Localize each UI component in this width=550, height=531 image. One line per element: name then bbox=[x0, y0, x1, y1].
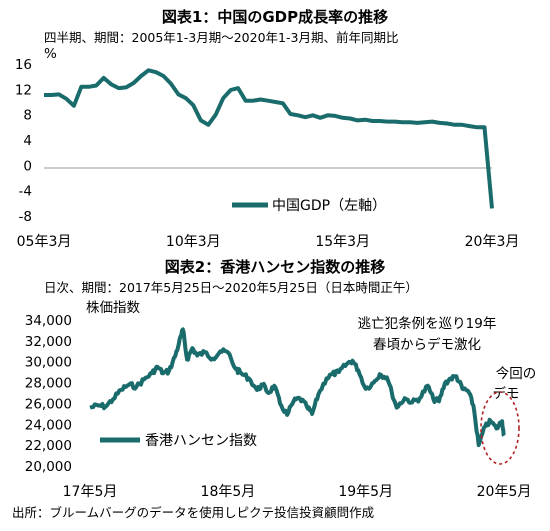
chart1-x-tick: 10年3月 bbox=[166, 234, 221, 250]
chart2-annotation-current-line1: 今回の bbox=[496, 366, 537, 382]
chart1-y-tick: -4 bbox=[19, 184, 32, 200]
chart1-y-tick-labels: 16 12 8 4 0 -4 -8 bbox=[15, 57, 32, 225]
chart2-y-tick: 28,000 bbox=[25, 376, 72, 392]
chart1-unit-label: % bbox=[44, 46, 57, 62]
chart2-x-tick-labels: 17年5月 18年5月 19年5月 20年5月 bbox=[63, 484, 532, 500]
chart2-x-tick: 17年5月 bbox=[63, 484, 118, 500]
chart2-title: 図表2：香港ハンセン指数の推移 bbox=[165, 258, 385, 276]
chart2-x-tick: 19年5月 bbox=[338, 484, 393, 500]
chart1-title: 図表1：中国のGDP成長率の推移 bbox=[162, 8, 388, 26]
chart1-y-tick: -8 bbox=[19, 209, 32, 225]
chart1-series-line-gdp bbox=[44, 68, 494, 209]
chart2-legend-label: 香港ハンセン指数 bbox=[145, 433, 257, 449]
chart1-subtitle: 四半期、期間：2005年1-3月期〜2020年1-3月期、前年同期比 bbox=[44, 30, 398, 45]
chart1-x-tick: 05年3月 bbox=[17, 234, 72, 250]
chart2-y-tick-labels: 34,000 32,000 30,000 28,000 26,000 24,000 22,0… bbox=[25, 313, 72, 475]
chart2-y-tick: 20,000 bbox=[25, 459, 72, 475]
chart2-annotation-line2: 春頃からデモ激化 bbox=[373, 336, 481, 353]
chart2-x-tick: 20年5月 bbox=[477, 484, 532, 500]
chart2-y-tick: 34,000 bbox=[25, 313, 72, 329]
chart2-y-axis-label: 株価指数 bbox=[86, 300, 140, 316]
chart2-highlight-ellipse bbox=[480, 391, 520, 465]
chart1-y-tick: 12 bbox=[15, 82, 32, 98]
chart1-y-tick: 4 bbox=[23, 133, 32, 149]
source-note: 出所：ブルームバーグのデータを使用しピクテ投信投資顧問作成 bbox=[12, 505, 374, 520]
chart1-legend-label: 中国GDP（左軸） bbox=[272, 198, 386, 214]
chart2-series-line-hangseng bbox=[89, 327, 506, 448]
chart2-x-tick: 18年5月 bbox=[201, 484, 256, 500]
chart2-y-tick: 26,000 bbox=[25, 396, 72, 412]
chart1-x-tick: 20年3月 bbox=[465, 234, 520, 250]
chart1-x-tick: 15年3月 bbox=[315, 234, 370, 250]
chart2-y-tick: 30,000 bbox=[25, 355, 72, 371]
chart1-y-tick: 16 bbox=[15, 57, 32, 73]
chart2-y-tick: 32,000 bbox=[25, 334, 72, 350]
chart1-y-tick: 0 bbox=[23, 158, 32, 174]
chart2-y-tick: 22,000 bbox=[25, 438, 72, 454]
chart2-y-tick: 24,000 bbox=[25, 417, 72, 433]
chart1-x-tick-labels: 05年3月 10年3月 15年3月 20年3月 bbox=[17, 234, 520, 250]
chart1-y-tick: 8 bbox=[23, 108, 32, 124]
chart2-subtitle: 日次、期間：2017年5月25日〜2020年5月25日（日本時間正午） bbox=[44, 280, 418, 295]
chart2-annotation-line1: 逃亡犯条例を巡り19年 bbox=[358, 315, 497, 332]
